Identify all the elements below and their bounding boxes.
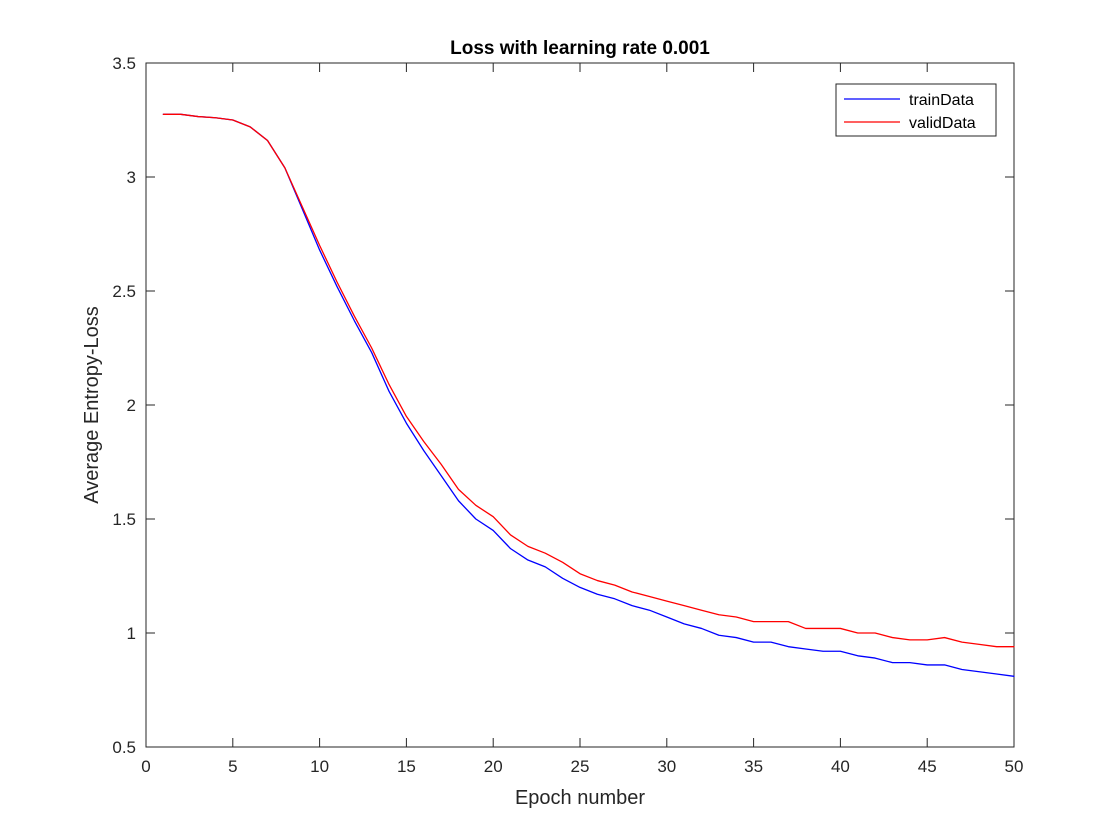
y-tick-label: 3 [127,168,136,187]
chart-title: Loss with learning rate 0.001 [450,38,710,59]
y-tick-label: 1.5 [112,510,136,529]
x-tick-label: 30 [657,757,676,776]
legend-label-train: trainData [909,92,974,109]
axis-ticks: 0 5 10 15 20 25 30 35 40 45 50 0.5 1 1.5 2 2.5 3 3.5 [112,54,1023,776]
x-tick-label: 45 [918,757,937,776]
x-tick-label: 35 [744,757,763,776]
y-tick-label: 2 [127,396,136,415]
y-tick-label: 0.5 [112,738,136,757]
x-tick-label: 20 [484,757,503,776]
x-tick-label: 15 [397,757,416,776]
legend-box [835,83,997,137]
y-tick-label: 3.5 [112,54,136,73]
x-tick-label: 40 [831,757,850,776]
legend: trainData validData [835,83,997,137]
series-line-validData [162,113,1015,648]
y-axis-label: Average Entropy-Loss [81,306,103,504]
x-axis-label: Epoch number [515,787,645,809]
y-tick-label: 2.5 [112,282,136,301]
x-tick-label: 5 [228,757,237,776]
x-tick-label: 10 [310,757,329,776]
plot-area [145,62,1015,748]
legend-label-valid: validData [909,115,976,132]
series-lines [162,113,1015,677]
x-tick-label: 25 [571,757,590,776]
y-tick-label: 1 [127,624,136,643]
x-tick-label: 50 [1005,757,1024,776]
x-tick-label: 0 [141,757,150,776]
series-line-trainData [162,113,1015,677]
